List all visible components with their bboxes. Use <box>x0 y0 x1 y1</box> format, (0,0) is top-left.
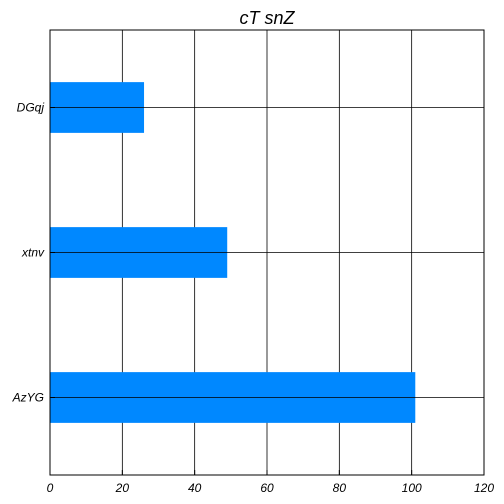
y-tick-label-AzYG: AzYG <box>12 391 44 405</box>
y-tick-label-DGqj: DGqj <box>17 101 45 115</box>
x-tick-label: 60 <box>260 481 274 495</box>
category-grid-lines <box>50 107 484 398</box>
x-tick-label: 80 <box>333 481 347 495</box>
x-tick-label: 20 <box>115 481 130 495</box>
x-tick-label: 0 <box>47 481 54 495</box>
x-tick-label: 120 <box>474 481 494 495</box>
x-tick-label: 40 <box>188 481 202 495</box>
x-tick-label: 100 <box>402 481 422 495</box>
chart-title: cT snZ <box>239 8 295 28</box>
y-axis-ticks: AzYG xtnv DGqj <box>12 101 55 405</box>
y-tick-label-xtnv: xtnv <box>21 246 45 260</box>
x-axis-ticks: 0 20 40 60 80 100 120 <box>47 470 494 495</box>
